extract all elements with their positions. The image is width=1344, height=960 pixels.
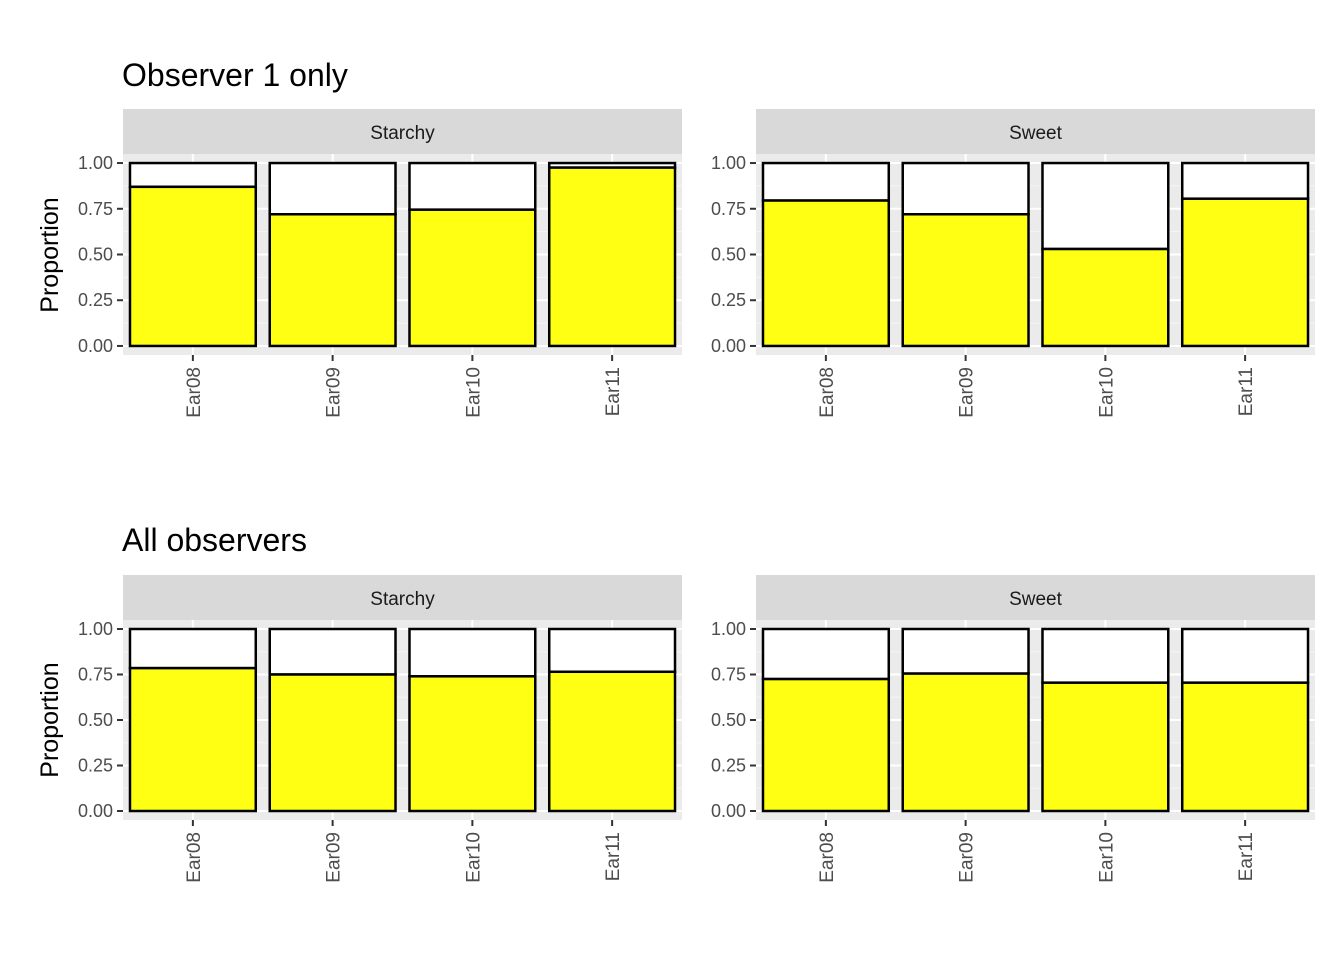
facet-panel-2: Sweet 0.00 0.25 0.50 0.75 1.00 Ear08 Ear09 Ear10… — [711, 109, 1315, 418]
bar-ear11 — [547, 166, 677, 348]
x-tick-label: Ear11 — [1236, 832, 1257, 881]
bar-ear10 — [408, 208, 537, 348]
bar-remainder-ear09 — [901, 627, 1030, 675]
bar-remainder-ear08 — [761, 627, 891, 681]
y-tick-label: 0.00 — [78, 801, 113, 821]
y-tick-label: 0.00 — [78, 336, 113, 356]
bar-ear10 — [408, 675, 537, 813]
y-tick-label: 1.00 — [78, 619, 113, 639]
x-tick-label: Ear09 — [957, 832, 978, 883]
x-tick-label: Ear11 — [603, 367, 624, 416]
bar-remainder-ear08 — [761, 161, 891, 202]
x-tick-label: Ear08 — [817, 832, 838, 883]
y-tick-label: 0.25 — [78, 290, 113, 310]
y-tick-label: 0.25 — [711, 756, 746, 776]
bar-ear09 — [268, 213, 397, 348]
facet-strip-label: Sweet — [1009, 123, 1063, 144]
bar-remainder-ear11 — [1180, 161, 1310, 200]
x-tick-label: Ear11 — [603, 832, 624, 881]
bar-ear08 — [761, 677, 891, 813]
y-tick-label: 0.00 — [711, 801, 746, 821]
bar-ear11 — [1180, 681, 1310, 813]
facet-strip-label: Starchy — [370, 589, 435, 610]
x-tick-label: Ear09 — [324, 832, 345, 883]
y-tick-label: 0.75 — [711, 665, 746, 685]
y-tick-label: 0.75 — [711, 199, 746, 219]
x-tick-label: Ear10 — [1096, 832, 1117, 883]
y-tick-label: 0.50 — [78, 245, 113, 265]
bar-ear09 — [901, 213, 1030, 348]
bar-remainder-ear10 — [1041, 627, 1170, 684]
y-tick-label: 0.25 — [78, 756, 113, 776]
bar-remainder-ear11 — [1180, 627, 1310, 684]
y-tick-label: 0.75 — [78, 199, 113, 219]
y-tick-label: 1.00 — [711, 619, 746, 639]
facet-panel-4: Sweet 0.00 0.25 0.50 0.75 1.00 Ear08 Ear09 Ear10… — [711, 575, 1315, 883]
facet-strip — [756, 109, 1315, 154]
bar-ear08 — [761, 199, 891, 348]
x-tick-label: Ear08 — [817, 367, 838, 418]
x-tick-label: Ear09 — [324, 367, 345, 418]
row-title-all-observers: All observers — [122, 522, 307, 558]
x-tick-label: Ear09 — [957, 367, 978, 418]
bar-ear10 — [1041, 247, 1170, 348]
facet-panel-1: Starchy 0.00 0.25 0.50 0.75 1.00 Ear08 Ear09 Ear… — [78, 109, 682, 418]
bar-ear08 — [128, 185, 258, 348]
bar-remainder-ear10 — [1041, 161, 1170, 251]
x-tick-label: Ear08 — [184, 367, 205, 418]
bar-remainder-ear11 — [547, 627, 677, 674]
bar-ear10 — [1041, 681, 1170, 813]
facet-strip-label: Starchy — [370, 123, 435, 144]
bar-remainder-ear09 — [901, 161, 1030, 216]
y-tick-label: 0.25 — [711, 290, 746, 310]
x-tick-label: Ear10 — [463, 367, 484, 418]
facet-strip-label: Sweet — [1009, 589, 1063, 610]
bar-ear11 — [1180, 197, 1310, 348]
y-tick-label: 0.50 — [78, 710, 113, 730]
bar-remainder-ear09 — [268, 161, 397, 216]
x-tick-label: Ear10 — [1096, 367, 1117, 418]
bar-remainder-ear09 — [268, 627, 397, 676]
y-tick-label: 0.75 — [78, 665, 113, 685]
bar-ear09 — [901, 672, 1030, 813]
y-tick-label: 1.00 — [711, 153, 746, 173]
y-tick-label: 1.00 — [78, 153, 113, 173]
x-tick-label: Ear10 — [463, 832, 484, 883]
facet-panel-3: Starchy 0.00 0.25 0.50 0.75 1.00 Ear08 Ear09 Ear… — [78, 575, 682, 883]
y-tick-label: 0.50 — [711, 245, 746, 265]
facet-strip — [756, 575, 1315, 620]
y-tick-label: 0.50 — [711, 710, 746, 730]
bar-ear09 — [268, 673, 397, 813]
bar-ear08 — [128, 666, 258, 813]
facet-strip — [123, 109, 682, 154]
facet-strip — [123, 575, 682, 620]
bar-remainder-ear08 — [128, 627, 258, 670]
bar-ear11 — [547, 670, 677, 813]
x-tick-label: Ear11 — [1236, 367, 1257, 416]
y-tick-label: 0.00 — [711, 336, 746, 356]
bar-remainder-ear08 — [128, 161, 258, 189]
bar-remainder-ear10 — [408, 161, 537, 211]
x-tick-label: Ear08 — [184, 832, 205, 883]
bar-remainder-ear10 — [408, 627, 537, 678]
row-title-observer1: Observer 1 only — [122, 57, 348, 93]
